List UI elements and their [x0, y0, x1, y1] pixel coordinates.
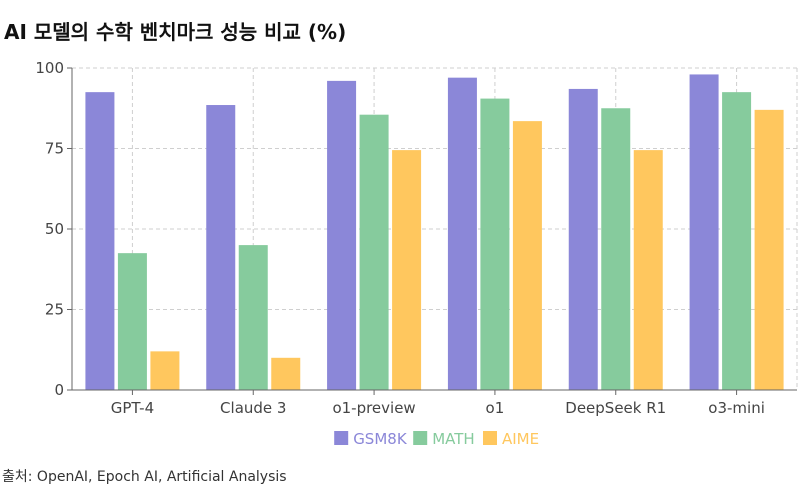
source-note: 출처: OpenAI, Epoch AI, Artificial Analysi…: [2, 469, 287, 485]
legend-label-aime: AIME: [502, 430, 539, 448]
bar-math-deepseek-r1: [601, 108, 631, 390]
bar-aime-deepseek-r1: [633, 150, 663, 390]
bar-gsm8k-o1: [447, 77, 477, 390]
bar-aime-claude-3: [271, 357, 301, 390]
x-tick-label: DeepSeek R1: [565, 399, 666, 417]
legend-swatch-aime: [483, 431, 497, 445]
bar-aime-gpt-4: [150, 351, 180, 390]
legend-label-math: MATH: [432, 430, 474, 448]
bar-aime-o3-mini: [754, 109, 784, 391]
bar-gsm8k-claude-3: [206, 105, 236, 390]
y-tick-label: 100: [35, 59, 64, 77]
y-tick-label: 0: [54, 381, 64, 399]
legend-label-gsm8k: GSM8K: [353, 430, 408, 448]
y-tick-label: 75: [45, 140, 64, 158]
x-tick-label: o1-preview: [332, 399, 415, 417]
grid-lines: [72, 67, 798, 390]
legend-swatch-gsm8k: [334, 431, 349, 445]
bar-math-claude-3: [238, 245, 268, 390]
legend: GSM8K MATH AIME: [334, 430, 539, 448]
bar-chart: 0 25 50 75 100 GPT-4 Claude 3 o1-preview o1 DeepS…: [35, 59, 798, 448]
x-tick-label: o3-mini: [708, 399, 765, 417]
bar-math-o1: [480, 98, 510, 390]
bar-aime-o1: [512, 121, 542, 390]
bar-gsm8k-o3-mini: [689, 74, 719, 390]
chart-title: AI 모델의 수학 벤치마크 성능 비교 (%): [4, 20, 347, 44]
bar-gsm8k-deepseek-r1: [568, 88, 598, 391]
x-tick-label: GPT-4: [111, 399, 154, 417]
x-tick-label: Claude 3: [220, 399, 286, 417]
bar-gsm8k-o1-preview: [327, 80, 357, 390]
y-tick-label: 50: [45, 220, 64, 238]
legend-swatch-math: [413, 431, 428, 445]
bar-math-gpt-4: [117, 253, 147, 390]
axes: 0 25 50 75 100 GPT-4 Claude 3 o1-preview o1 DeepS…: [35, 59, 797, 417]
y-tick-label: 25: [45, 301, 64, 319]
bar-math-o3-mini: [722, 92, 752, 391]
bar-math-o1-preview: [359, 114, 389, 390]
bars: [85, 74, 784, 391]
bar-gsm8k-gpt-4: [85, 92, 115, 391]
x-tick-label: o1: [486, 399, 505, 417]
bar-aime-o1-preview: [392, 150, 422, 390]
